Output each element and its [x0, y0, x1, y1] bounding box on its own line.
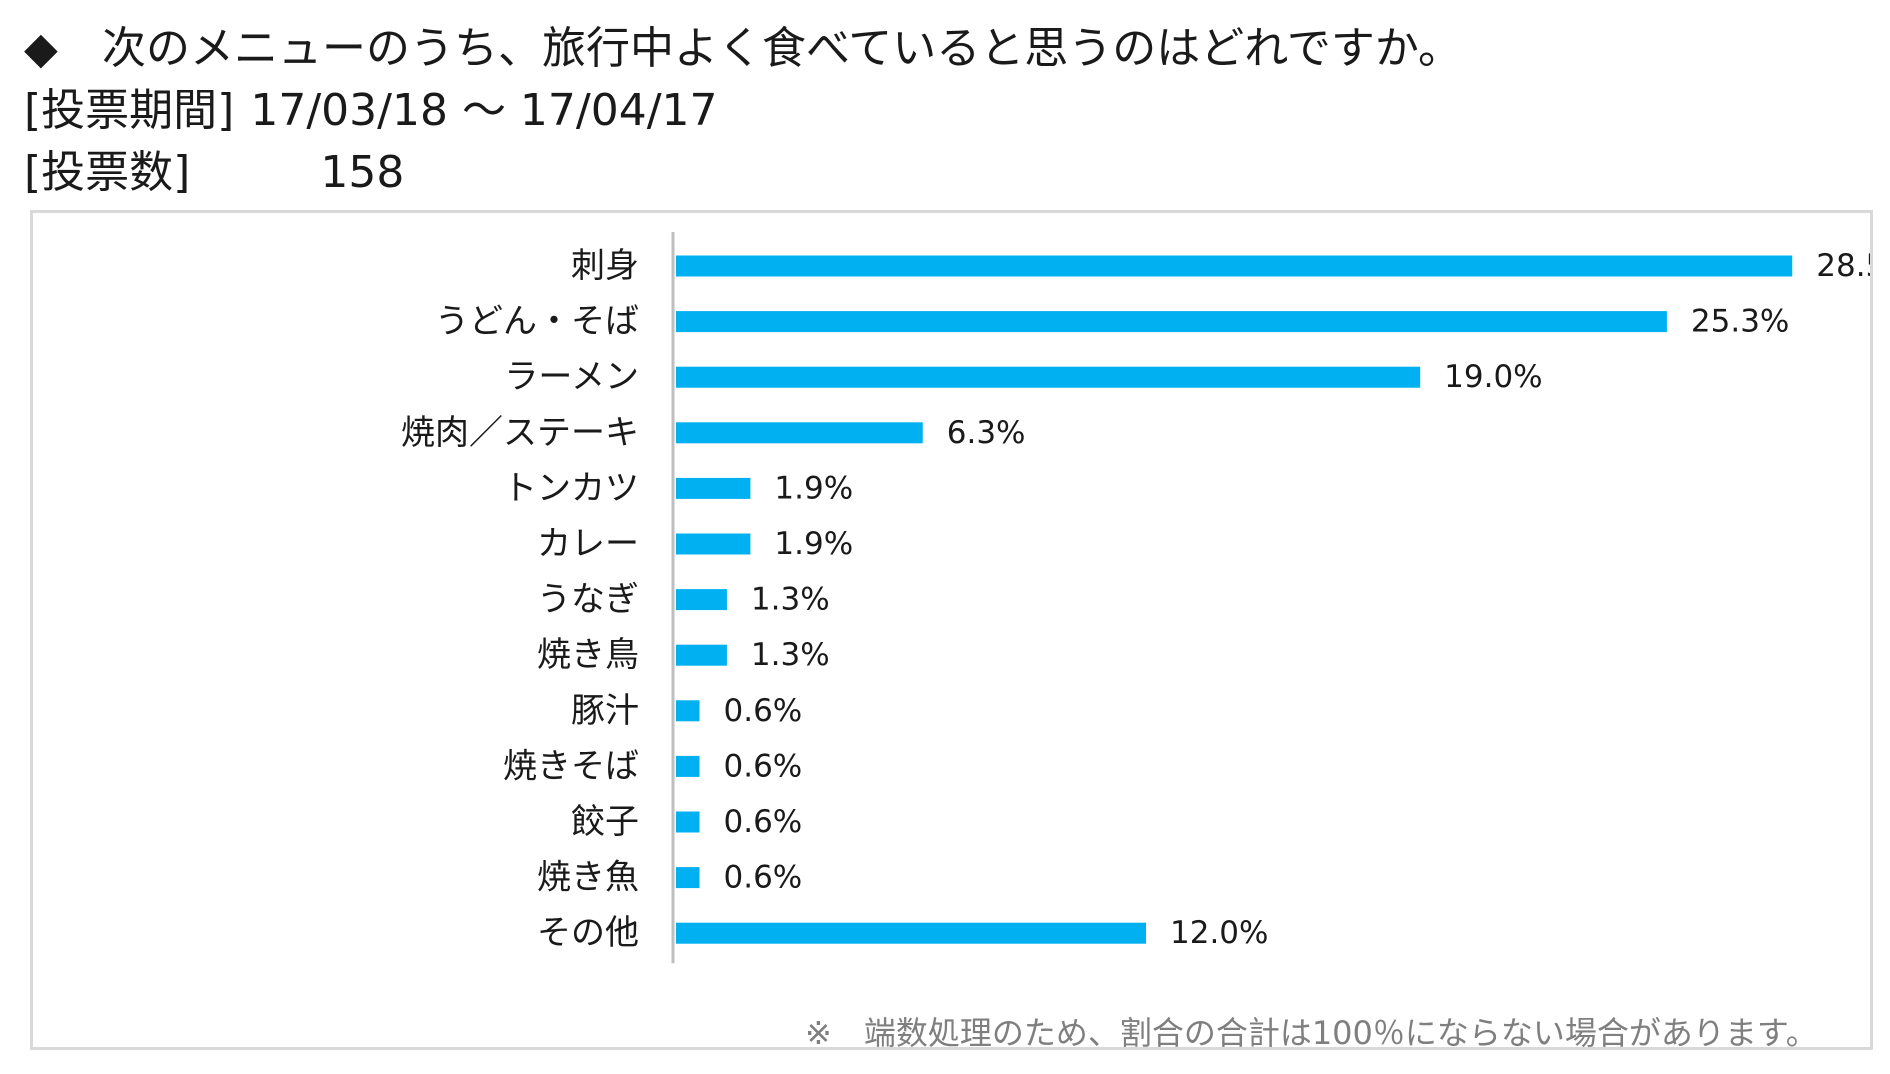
count-line: [投票数] 158	[24, 142, 1462, 204]
data-label: 12.0%	[1170, 915, 1268, 951]
period-label: [投票期間]	[24, 85, 235, 136]
bar	[676, 867, 700, 889]
bar	[676, 477, 751, 499]
data-label: 6.3%	[947, 415, 1026, 451]
bar	[676, 366, 1421, 388]
period-value: 17/03/18 ～ 17/04/17	[250, 85, 718, 136]
data-label: 0.6%	[724, 804, 803, 840]
bar	[676, 255, 1793, 277]
category-label: うどん・そば	[435, 302, 639, 342]
category-label: 焼きそば	[503, 746, 639, 786]
count-value: 158	[320, 147, 405, 198]
bar	[676, 589, 727, 611]
question-line: ◆ 次のメニューのうち、旅行中よく食べていると思うのはどれですか。	[24, 18, 1462, 80]
chart-frame: 刺身 28.5% うどん・そば 25.3% ラーメン 19.0% 焼肉／ステーキ 6.3% トン…	[30, 210, 1873, 1050]
category-label: 焼き魚	[537, 858, 639, 898]
data-label: 0.6%	[724, 693, 803, 729]
data-label: 0.6%	[724, 748, 803, 784]
data-label: 25.3%	[1691, 304, 1789, 340]
category-label: 刺身	[571, 246, 639, 286]
data-label: 28.5%	[1816, 248, 1870, 284]
question-text: 次のメニューのうち、旅行中よく食べていると思うのはどれですか。	[102, 23, 1463, 74]
data-label: 1.9%	[774, 470, 853, 506]
category-label: カレー	[537, 524, 639, 564]
data-label: 1.3%	[751, 582, 830, 618]
data-label: 1.9%	[774, 526, 853, 562]
bar	[676, 311, 1667, 333]
bar	[676, 422, 923, 444]
footnote: ※ 端数処理のため、割合の合計は100％にならない場合があります。	[805, 1014, 1818, 1052]
category-label: 餃子	[571, 802, 639, 842]
data-label: 19.0%	[1444, 359, 1542, 395]
chart-header: ◆ 次のメニューのうち、旅行中よく食べていると思うのはどれですか。 [投票期間] 1…	[24, 18, 1462, 204]
period-line: [投票期間] 17/03/18 ～ 17/04/17	[24, 80, 1462, 142]
category-label: 豚汁	[571, 691, 639, 731]
category-label: ラーメン	[504, 357, 639, 397]
category-label: うなぎ	[537, 580, 639, 620]
bar	[676, 922, 1146, 944]
category-label: 焼き鳥	[537, 635, 639, 675]
count-label: [投票数]	[24, 147, 191, 198]
bar	[676, 755, 700, 777]
data-label: 0.6%	[724, 860, 803, 896]
category-label: その他	[537, 913, 639, 953]
bar	[676, 700, 700, 722]
bar-chart: 刺身 28.5% うどん・そば 25.3% ラーメン 19.0% 焼肉／ステーキ 6.3% トン…	[401, 232, 1870, 964]
diamond-marker: ◆	[24, 23, 58, 74]
category-label: トンカツ	[503, 468, 639, 508]
bar	[676, 644, 727, 666]
category-label: 焼肉／ステーキ	[401, 413, 639, 453]
bar	[676, 811, 700, 833]
bar	[676, 533, 751, 555]
data-label: 1.3%	[751, 637, 830, 673]
